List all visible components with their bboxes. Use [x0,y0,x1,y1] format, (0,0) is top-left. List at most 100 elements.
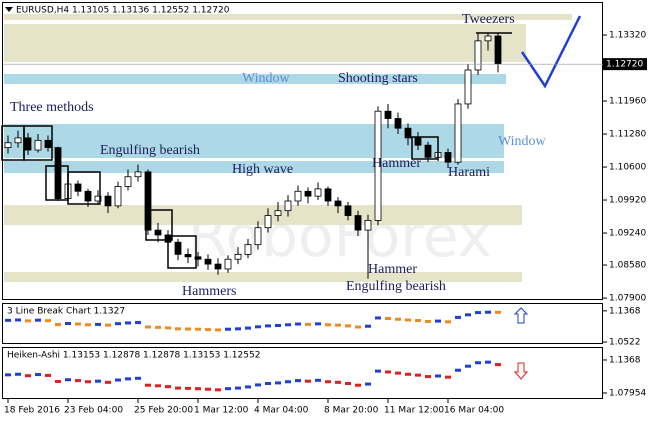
candle-body [494,35,502,65]
indicator-mark [195,327,201,331]
indicator-mark [265,324,271,328]
candle-body [44,139,52,149]
indicator-mark [5,373,11,377]
indicator-mark [495,310,501,314]
indicator-mark [105,380,111,384]
indicator-mark [345,381,351,385]
indicator-mark [15,372,21,376]
indicator-mark [485,360,491,364]
x-tick-label: 8 Mar 20:00 [324,406,379,416]
indicator-mark [335,323,341,327]
panel-frame [2,347,603,399]
indicator-mark [245,326,251,330]
candle-body [454,103,462,163]
annotation: Hammer [372,156,421,171]
y-tick-label: 1.07954 [609,388,646,398]
indicator-mark [35,318,41,322]
indicator-mark [355,383,361,387]
indicator-mark [35,373,41,377]
x-tick-label: 1 Mar 12:00 [194,406,249,416]
down-arrow-icon [513,362,529,380]
indicator-mark [475,311,481,315]
indicator-mark [295,322,301,326]
y-tick-label: 1.1368 [609,355,641,365]
annotation: Window [242,71,291,86]
box [145,209,173,241]
indicator-mark [305,322,311,326]
candle-body [154,229,162,236]
indicator-mark [275,381,281,385]
indicator-mark [125,377,131,381]
indicator-mark [425,375,431,379]
candle-body [334,200,342,207]
forecast-arrow [520,15,582,89]
indicator-mark [135,321,141,325]
indicator-mark [445,320,451,324]
candle-body [124,176,132,187]
price-tag-label: 1.12720 [606,60,643,70]
indicator-mark [385,370,391,374]
indicator-mark [405,318,411,322]
panel-frame [2,303,603,344]
candle-body [284,200,292,212]
indicator-mark [5,318,11,322]
annotation: Engulfing bearish [346,279,446,294]
indicator-mark [25,319,31,323]
indicator-mark [375,316,381,320]
indicator-mark [435,319,441,323]
indicator-mark [215,328,221,332]
indicator-mark [335,380,341,384]
collapse-icon [5,7,13,12]
indicator-mark [105,323,111,327]
indicator-mark [325,323,331,327]
indicator-mark [255,383,261,387]
indicator-mark [415,319,421,323]
indicator-mark [385,317,391,321]
candle-body [144,171,152,231]
indicator-mark [175,386,181,390]
indicator-mark [155,325,161,329]
candle-body [274,210,282,216]
indicator-mark [485,310,491,314]
candle-body [194,256,202,260]
indicator-mark [395,371,401,375]
annotation: Shooting stars [338,71,418,86]
indicator-mark [85,323,91,327]
box [411,136,439,160]
candle-body [314,188,322,197]
indicator-mark [215,388,221,392]
indicator-mark [315,378,321,382]
indicator-mark [165,326,171,330]
indicator-mark [65,321,71,325]
candle-body [324,188,332,202]
candle-body [14,137,22,144]
indicator-mark [55,323,61,327]
frames [2,2,603,399]
candle-body [464,69,472,105]
candle-body [24,137,32,151]
zone [4,74,506,84]
indicator-mark [475,361,481,365]
candle-body [184,253,192,258]
candle-body [414,137,422,146]
x-tick-label: 23 Feb 04:00 [64,406,123,416]
candle-body [94,195,102,202]
candle-body [484,35,492,42]
indicator-mark [125,321,131,325]
indicator-mark [185,327,191,331]
candle-body [74,183,82,192]
y-tick-label: 1.11280 [609,130,646,140]
main-frame [2,2,603,300]
indicator-mark [245,385,251,389]
candle-body [134,171,142,178]
annotation: Window [498,134,547,149]
candle-body [264,215,272,229]
chart-title: EURUSD,H4 1.13105 1.13136 1.12552 1.1272… [16,6,230,16]
x-tick-label: 11 Mar 12:00 [384,406,444,416]
x-tick-label: 4 Mar 04:00 [254,406,309,416]
indicator-mark [345,324,351,328]
candle-body [254,227,262,246]
zone [4,205,522,225]
candle-body [54,147,62,199]
